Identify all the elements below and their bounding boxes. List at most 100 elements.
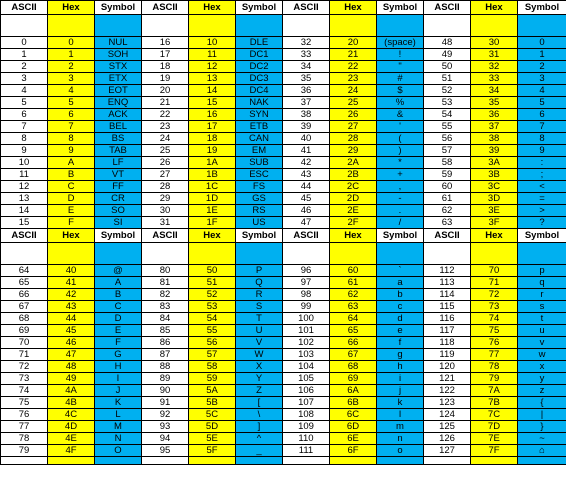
hex-code-cell: 4B bbox=[47, 396, 95, 409]
ascii-code-cell: 21 bbox=[141, 96, 189, 109]
ascii-code-cell: 111 bbox=[282, 444, 330, 457]
ascii-code-cell: 17 bbox=[141, 48, 189, 61]
hex-code-cell: 63 bbox=[329, 300, 377, 313]
table-row: 74 4A J 90 5A Z 106 6A j 122 7A z bbox=[0, 384, 566, 397]
table-row: 9 9 TAB 25 19 EM 41 29) 57 39 9 bbox=[0, 144, 566, 157]
symbol-cell: e bbox=[376, 324, 424, 337]
ascii-code-cell: 6 bbox=[0, 108, 48, 121]
table-row: 66 42 B 82 52 R 98 62 b 114 72 r bbox=[0, 288, 566, 301]
hex-code-cell: 5C bbox=[188, 408, 236, 421]
header-ascii: ASCII bbox=[282, 228, 330, 243]
hex-code-cell: 1B bbox=[188, 168, 236, 181]
symbol-cell: d bbox=[376, 312, 424, 325]
hex-code-cell: 6E bbox=[329, 432, 377, 445]
hex-code-cell: 16 bbox=[188, 108, 236, 121]
symbol-cell: f bbox=[376, 336, 424, 349]
header-row: ASCII Hex Symbol ASCII Hex Symbol ASCII Hex Symb… bbox=[0, 0, 566, 15]
ascii-code-cell: 11 bbox=[0, 168, 48, 181]
table-row: 68 44 D 84 54 T 100 64 d 116 74 t bbox=[0, 312, 566, 325]
hex-code-cell: 21 bbox=[329, 48, 377, 61]
ascii-code-cell: 8 bbox=[0, 132, 48, 145]
hex-code-cell: C bbox=[47, 180, 95, 193]
hex-code-cell: 51 bbox=[188, 276, 236, 289]
ascii-code-cell: 117 bbox=[423, 324, 471, 337]
hex-code-cell: 0 bbox=[47, 36, 95, 49]
symbol-cell: RS bbox=[235, 204, 283, 217]
hex-code-cell: F bbox=[47, 216, 95, 229]
hex-code-cell: E bbox=[47, 204, 95, 217]
hex-code-cell: 59 bbox=[188, 372, 236, 385]
hex-code-cell: 23 bbox=[329, 72, 377, 85]
header-hex: Hex bbox=[329, 0, 377, 15]
hex-code-cell: 2E bbox=[329, 204, 377, 217]
hex-code-cell: 41 bbox=[47, 276, 95, 289]
symbol-cell: STX bbox=[94, 60, 142, 73]
symbol-cell: ! bbox=[376, 48, 424, 61]
hex-code-cell: 44 bbox=[47, 312, 95, 325]
symbol-cell: s bbox=[517, 300, 566, 313]
symbol-cell: S bbox=[235, 300, 283, 313]
symbol-cell: x bbox=[517, 360, 566, 373]
ascii-code-cell: 67 bbox=[0, 300, 48, 313]
hex-code-cell: 6C bbox=[329, 408, 377, 421]
symbol-cell: CAN bbox=[235, 132, 283, 145]
empty-cell bbox=[376, 242, 424, 265]
ascii-code-cell: 34 bbox=[282, 60, 330, 73]
symbol-cell: , bbox=[376, 180, 424, 193]
ascii-code-cell: 77 bbox=[0, 420, 48, 433]
hex-code-cell: 45 bbox=[47, 324, 95, 337]
header-ascii: ASCII bbox=[141, 0, 189, 15]
ascii-code-cell: 48 bbox=[423, 36, 471, 49]
empty-cell bbox=[329, 14, 377, 37]
empty-cell bbox=[47, 14, 95, 37]
hex-code-cell: 4A bbox=[47, 384, 95, 397]
hex-code-cell: 4D bbox=[47, 420, 95, 433]
symbol-cell: (space) bbox=[376, 36, 424, 49]
symbol-cell: K bbox=[94, 396, 142, 409]
ascii-code-cell: 96 bbox=[282, 264, 330, 277]
ascii-code-cell: 45 bbox=[282, 192, 330, 205]
hex-code-cell: 33 bbox=[470, 72, 518, 85]
symbol-cell: 6 bbox=[517, 108, 566, 121]
hex-code-cell: 50 bbox=[188, 264, 236, 277]
ascii-code-cell: 37 bbox=[282, 96, 330, 109]
hex-code-cell: 52 bbox=[188, 288, 236, 301]
symbol-cell: k bbox=[376, 396, 424, 409]
hex-code-cell: 68 bbox=[329, 360, 377, 373]
hex-code-cell: 38 bbox=[470, 132, 518, 145]
header-hex: Hex bbox=[329, 228, 377, 243]
hex-code-cell: 78 bbox=[470, 360, 518, 373]
empty-cell bbox=[517, 14, 566, 37]
symbol-cell: 1 bbox=[517, 48, 566, 61]
ascii-code-cell: 78 bbox=[0, 432, 48, 445]
symbol-cell: j bbox=[376, 384, 424, 397]
hex-code-cell: 3B bbox=[470, 168, 518, 181]
hex-code-cell: 4C bbox=[47, 408, 95, 421]
hex-code-cell: 2D bbox=[329, 192, 377, 205]
hex-code-cell: 3A bbox=[470, 156, 518, 169]
ascii-code-cell: 98 bbox=[282, 288, 330, 301]
symbol-cell: & bbox=[376, 108, 424, 121]
hex-code-cell: 57 bbox=[188, 348, 236, 361]
symbol-cell: : bbox=[517, 156, 566, 169]
symbol-cell: J bbox=[94, 384, 142, 397]
empty-cell bbox=[47, 456, 95, 465]
hex-code-cell: 8 bbox=[47, 132, 95, 145]
hex-code-cell: 1F bbox=[188, 216, 236, 229]
symbol-cell: GS bbox=[235, 192, 283, 205]
hex-code-cell: 6 bbox=[47, 108, 95, 121]
header-symbol: Symbol bbox=[235, 228, 283, 243]
ascii-code-cell: 86 bbox=[141, 336, 189, 349]
symbol-cell: I bbox=[94, 372, 142, 385]
hex-code-cell: 2 bbox=[47, 60, 95, 73]
empty-cell bbox=[0, 456, 48, 465]
symbol-cell: 4 bbox=[517, 84, 566, 97]
symbol-cell: O bbox=[94, 444, 142, 457]
hex-code-cell: 54 bbox=[188, 312, 236, 325]
symbol-cell: r bbox=[517, 288, 566, 301]
ascii-code-cell: 25 bbox=[141, 144, 189, 157]
hex-code-cell: 47 bbox=[47, 348, 95, 361]
symbol-cell: NAK bbox=[235, 96, 283, 109]
ascii-code-cell: 105 bbox=[282, 372, 330, 385]
empty-cell bbox=[376, 456, 424, 465]
